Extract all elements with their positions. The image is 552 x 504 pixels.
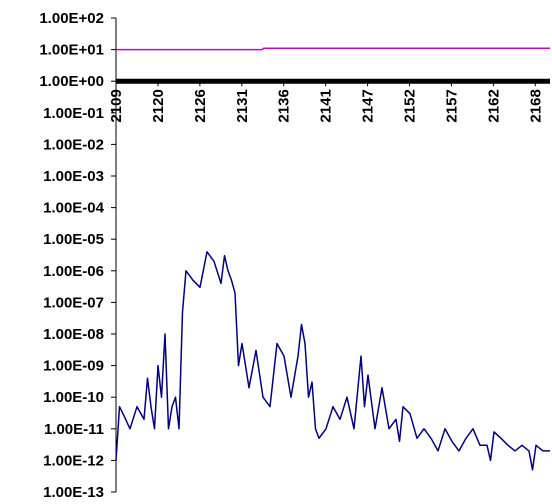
x-tick-label: 2147 — [360, 89, 377, 122]
x-tick-label: 2141 — [318, 89, 335, 122]
y-tick-label: 1.00E-11 — [44, 421, 104, 438]
y-tick-label: 1.00E-01 — [43, 105, 104, 122]
series-layer — [115, 47, 550, 471]
y-tick-label: 1.00E-03 — [43, 168, 104, 185]
x-tick-label: 2157 — [443, 89, 460, 122]
x-tick-label: 2136 — [276, 89, 293, 122]
series-line — [116, 47, 550, 51]
y-tick-label: 1.00E-08 — [43, 326, 104, 343]
y-tick-label: 1.00E-09 — [43, 358, 104, 375]
x-tick-label: 2109 — [108, 89, 125, 122]
y-tick-labels: 1.00E+02 1.00E+01 1.00E+00 1.00E-01 1.00E-02… — [39, 10, 104, 501]
x-tick-label: 2162 — [485, 89, 502, 122]
y-tick-label: 1.00E-12 — [43, 452, 104, 469]
y-tick-label: 1.00E+01 — [39, 42, 104, 59]
x-tick-label: 2131 — [234, 89, 251, 122]
series-line — [115, 251, 550, 471]
y-tick-label: 1.00E-10 — [43, 389, 104, 406]
y-tick-label: 1.00E-04 — [43, 200, 105, 217]
x-tick-labels: 2109 2120 2126 2131 2136 2141 2147 2152 2157 2162… — [108, 89, 544, 122]
x-tick-label: 2152 — [402, 89, 419, 122]
axes — [111, 17, 536, 493]
y-tick-label: 1.00E+00 — [39, 73, 104, 90]
y-tick-label: 1.00E+02 — [39, 10, 104, 27]
x-tick-label: 2120 — [150, 89, 167, 122]
y-tick-label: 1.00E-02 — [43, 136, 104, 153]
x-tick-label: 2168 — [527, 89, 544, 122]
x-tick-label: 2126 — [192, 89, 209, 122]
y-tick-label: 1.00E-07 — [43, 294, 104, 311]
y-tick-label: 1.00E-06 — [43, 263, 104, 280]
y-tick-label: 1.00E-05 — [43, 231, 104, 248]
y-tick-label: 1.00E-13 — [43, 484, 104, 501]
